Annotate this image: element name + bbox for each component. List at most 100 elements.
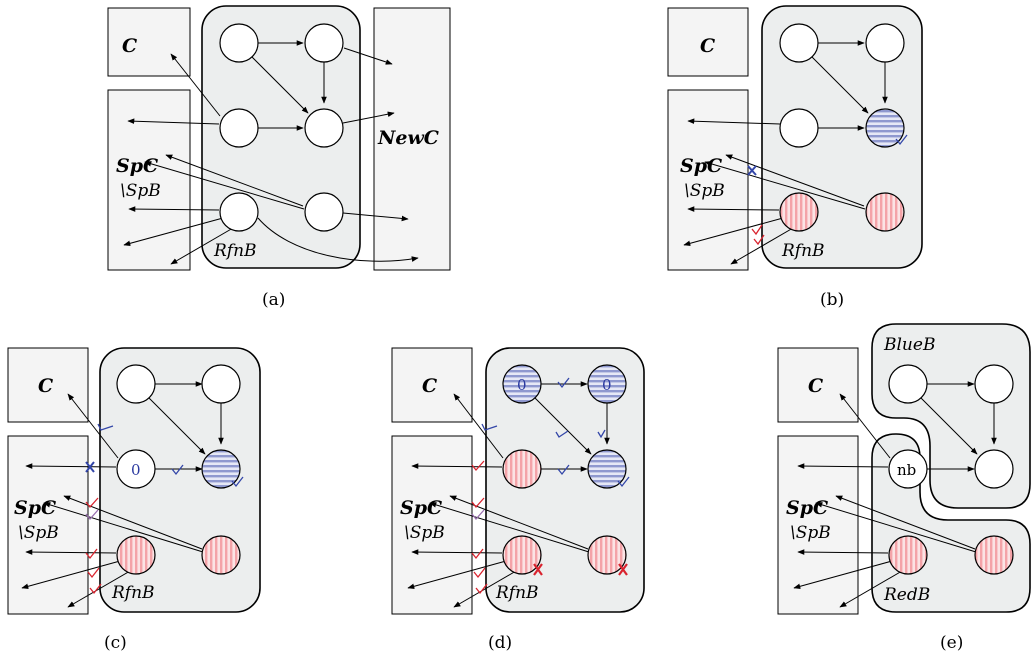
tick-mark [557, 377, 570, 389]
tick-mark [471, 509, 485, 521]
node [974, 364, 1014, 404]
node [219, 192, 259, 232]
panel-b: C SpC \SpB RfnB (b) [667, 5, 923, 310]
tick-mark [895, 134, 908, 146]
tick-mark [85, 509, 99, 521]
node-red [974, 535, 1014, 575]
node [219, 23, 259, 63]
spb-label: \SpB [404, 523, 445, 543]
node [865, 23, 905, 63]
cross-mark [533, 563, 543, 576]
panel-e: C SpC \SpB BlueB RedB nb (e) [777, 323, 1031, 653]
box-spc [107, 89, 191, 271]
node-blue [502, 364, 542, 404]
node-zero-label: 0 [131, 461, 141, 479]
node-zero [116, 449, 156, 489]
caption-c: (c) [104, 633, 127, 653]
node-zero-label: 0 [602, 376, 612, 394]
node-red [502, 535, 542, 575]
blueb-label: BlueB [883, 335, 935, 355]
spc-label: SpC [14, 497, 56, 519]
spb-label: \SpB [684, 181, 725, 201]
node-red [888, 535, 928, 575]
node-red [116, 535, 156, 575]
tick-mark [85, 497, 99, 509]
box-c-label: C [122, 35, 137, 57]
caption-a: (a) [262, 290, 285, 310]
rfnb-label: RfnB [111, 583, 155, 603]
box-c-label: C [700, 35, 715, 57]
node-red [502, 449, 542, 489]
node [304, 192, 344, 232]
node [779, 23, 819, 63]
spc-label: SpC [116, 155, 158, 177]
panel-d: C SpC \SpB RfnB 0 0 ( [391, 347, 645, 653]
box-spc [777, 435, 859, 615]
rfnb-label: RfnB [495, 583, 539, 603]
tick-mark [231, 476, 244, 488]
box-c [391, 347, 473, 423]
node-blue [587, 449, 627, 489]
spc-label: SpC [680, 155, 722, 177]
node [304, 108, 344, 148]
node-red [779, 192, 819, 232]
node-blue [587, 364, 627, 404]
box-c-label: C [38, 375, 53, 397]
tick-mark [597, 429, 606, 439]
box-newc [373, 7, 451, 271]
newc-label: NewC [377, 127, 439, 149]
tick-mark [471, 548, 488, 595]
panel-c: C SpC \SpB RfnB 0 (c) [7, 347, 261, 653]
box-c [7, 347, 89, 423]
spb-label: \SpB [120, 181, 161, 201]
box-spc [667, 89, 749, 271]
cross-mark [747, 165, 757, 176]
box-c [667, 7, 749, 77]
rfnb-label: RfnB [213, 241, 257, 261]
tick-mark [85, 548, 102, 595]
spc-label: SpC [400, 497, 442, 519]
node-red [587, 535, 627, 575]
node-nb [888, 449, 928, 489]
tick-mark [97, 423, 114, 431]
node [219, 108, 259, 148]
caption-b: (b) [820, 290, 844, 310]
node-red [865, 192, 905, 232]
node [779, 108, 819, 148]
spb-label: \SpB [18, 523, 59, 543]
node [974, 449, 1014, 489]
box-c-label: C [422, 375, 437, 397]
tick-mark [471, 497, 485, 509]
rfnb-label: RfnB [781, 241, 825, 261]
box-c-label: C [808, 375, 823, 397]
box-c [107, 7, 191, 77]
node-zero-label: 0 [517, 376, 527, 394]
tick-mark [617, 476, 630, 488]
node [201, 364, 241, 404]
node-red [201, 535, 241, 575]
caption-e: (e) [940, 633, 963, 653]
tick-mark [751, 224, 765, 246]
box-spc [391, 435, 473, 615]
node [116, 364, 156, 404]
spc-label: SpC [786, 497, 828, 519]
node [304, 23, 344, 63]
cross-mark [618, 563, 628, 576]
panel-a: C SpC \SpB NewC RfnB (a) [107, 5, 451, 310]
box-c [777, 347, 859, 423]
cross-mark [85, 461, 95, 473]
tick-mark [471, 460, 485, 472]
node-blue [865, 108, 905, 148]
spb-label: \SpB [790, 523, 831, 543]
node-blue [201, 449, 241, 489]
node [888, 364, 928, 404]
tick-mark [557, 464, 570, 476]
redb-label: RedB [883, 585, 930, 605]
node-nb-label: nb [897, 461, 916, 479]
caption-d: (d) [488, 633, 512, 653]
tick-mark [171, 464, 184, 476]
tick-mark [555, 430, 569, 438]
tick-mark [481, 423, 498, 431]
